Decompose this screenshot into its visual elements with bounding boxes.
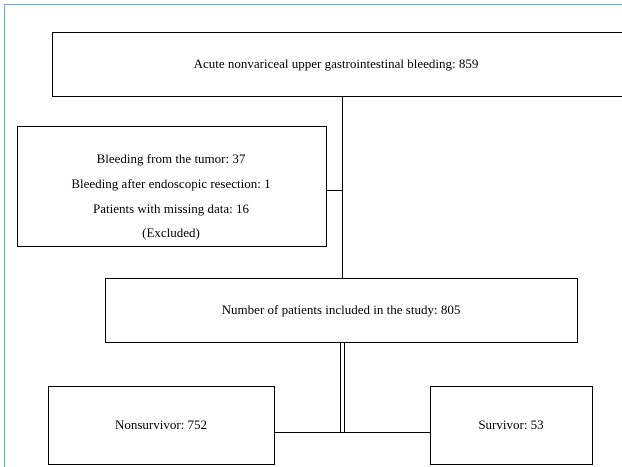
box (105, 278, 578, 343)
box-text: Number of patients included in the study… (222, 302, 461, 317)
box-text: Nonsurvivor: 752 (115, 417, 207, 432)
box-text: (Excluded) (142, 225, 200, 240)
box (52, 32, 622, 97)
box-text: Bleeding from the tumor: 37 (97, 151, 246, 166)
box (48, 386, 275, 465)
box-text: Patients with missing data: 16 (93, 201, 249, 216)
box-text: Bleeding after endoscopic resection: 1 (71, 176, 270, 191)
box (17, 126, 327, 247)
box-text: Acute nonvariceal upper gastrointestinal… (194, 56, 479, 71)
box (430, 386, 593, 465)
box-text: Survivor: 53 (478, 417, 543, 432)
